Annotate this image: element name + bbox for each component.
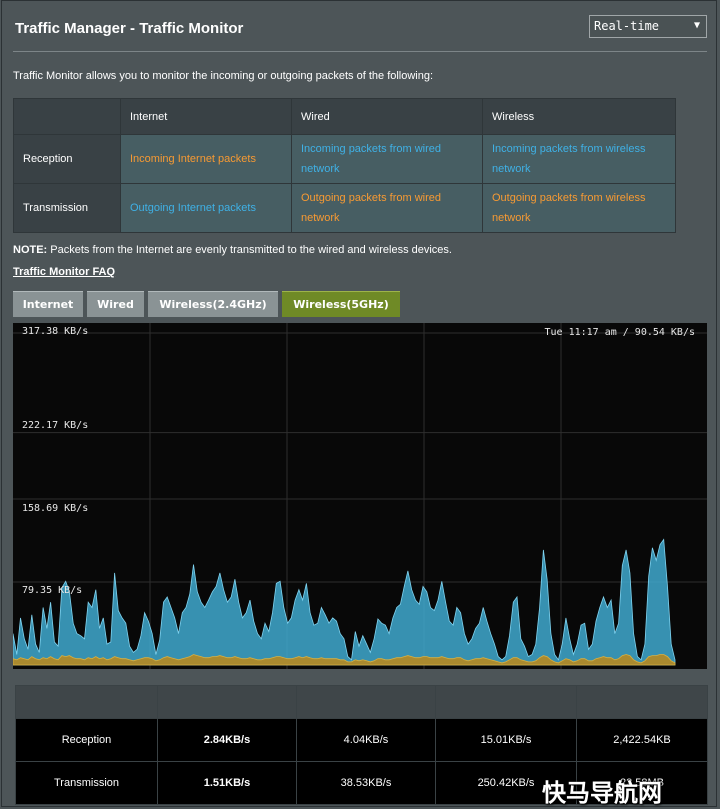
y-axis-label-1: 317.38 KB/s [22, 326, 89, 337]
stats-header-cell [296, 685, 436, 719]
stats-transmission-maximum: 250.42KB/s [435, 761, 577, 805]
chevron-down-icon: ▼ [693, 20, 700, 31]
y-axis-label-2: 222.17 KB/s [22, 420, 89, 431]
stats-transmission-current: 1.51KB/s [157, 761, 297, 805]
stats-reception-maximum: 15.01KB/s [435, 718, 577, 762]
stats-header-cell [435, 685, 577, 719]
stats-header-cell [157, 685, 297, 719]
chart-timestamp: Tue 11:17 am / 90.54 KB/s [544, 327, 695, 338]
cell-outgoing-wireless: Outgoing packets from wireless network [482, 183, 676, 233]
title-divider [13, 51, 707, 52]
reception-area [13, 538, 676, 666]
stats-reception-average: 4.04KB/s [296, 718, 436, 762]
stats-header-cell [15, 685, 158, 719]
y-axis-label-4: 79.35 KB/s [22, 585, 83, 596]
note-body: Packets from the Internet are evenly tra… [47, 244, 452, 256]
stats-reception-total: 2,422.54KB [576, 718, 708, 762]
chart-grid [13, 323, 707, 669]
cell-incoming-wired: Incoming packets from wired network [291, 134, 483, 184]
transmission-area [13, 654, 676, 666]
column-header-wireless: Wireless [482, 98, 676, 135]
tab-wireless-2-4ghz[interactable]: Wireless(2.4GHz) [148, 291, 278, 317]
stats-row-label-transmission: Transmission [15, 761, 158, 805]
tab-internet[interactable]: Internet [13, 291, 83, 317]
column-header-wired: Wired [291, 98, 483, 135]
stats-transmission-average: 38.53KB/s [296, 761, 436, 805]
faq-link[interactable]: Traffic Monitor FAQ [13, 266, 116, 278]
stats-header-cell [576, 685, 708, 719]
y-axis-label-3: 158.69 KB/s [22, 503, 89, 514]
watermark: 快马导航网 [542, 779, 662, 807]
cell-incoming-internet: Incoming Internet packets [120, 134, 292, 184]
stats-row-label-reception: Reception [15, 718, 158, 762]
note-text: NOTE: Packets from the Internet are even… [13, 244, 452, 256]
note-label: NOTE: [13, 244, 48, 256]
chart-areas [13, 538, 676, 666]
tab-wireless-5ghz[interactable]: Wireless(5GHz) [282, 291, 400, 317]
intro-text: Traffic Monitor allows you to monitor th… [13, 70, 434, 82]
page-title: Traffic Manager - Traffic Monitor [15, 20, 244, 37]
tab-wired[interactable]: Wired [87, 291, 144, 317]
cell-outgoing-wired: Outgoing packets from wired network [291, 183, 483, 233]
row-label-reception: Reception [13, 134, 121, 184]
packet-description-table: Internet Wired Wireless Reception Incomi… [13, 98, 676, 233]
traffic-chart-svg [13, 323, 707, 669]
traffic-stats-table: Reception 2.84KB/s 4.04KB/s 15.01KB/s 2,… [15, 685, 708, 805]
mode-select[interactable]: Real-time ▼ [589, 15, 707, 38]
cell-outgoing-internet: Outgoing Internet packets [120, 183, 292, 233]
mode-select-value: Real-time [594, 19, 660, 33]
stats-reception-current: 2.84KB/s [157, 718, 297, 762]
stats-transmission-total: 22.58MB [576, 761, 708, 805]
column-header-internet: Internet [120, 98, 292, 135]
table-corner [13, 98, 121, 135]
cell-incoming-wireless: Incoming packets from wireless network [482, 134, 676, 184]
traffic-chart: 317.38 KB/s 222.17 KB/s 158.69 KB/s 79.3… [13, 323, 707, 669]
row-label-transmission: Transmission [13, 183, 121, 233]
